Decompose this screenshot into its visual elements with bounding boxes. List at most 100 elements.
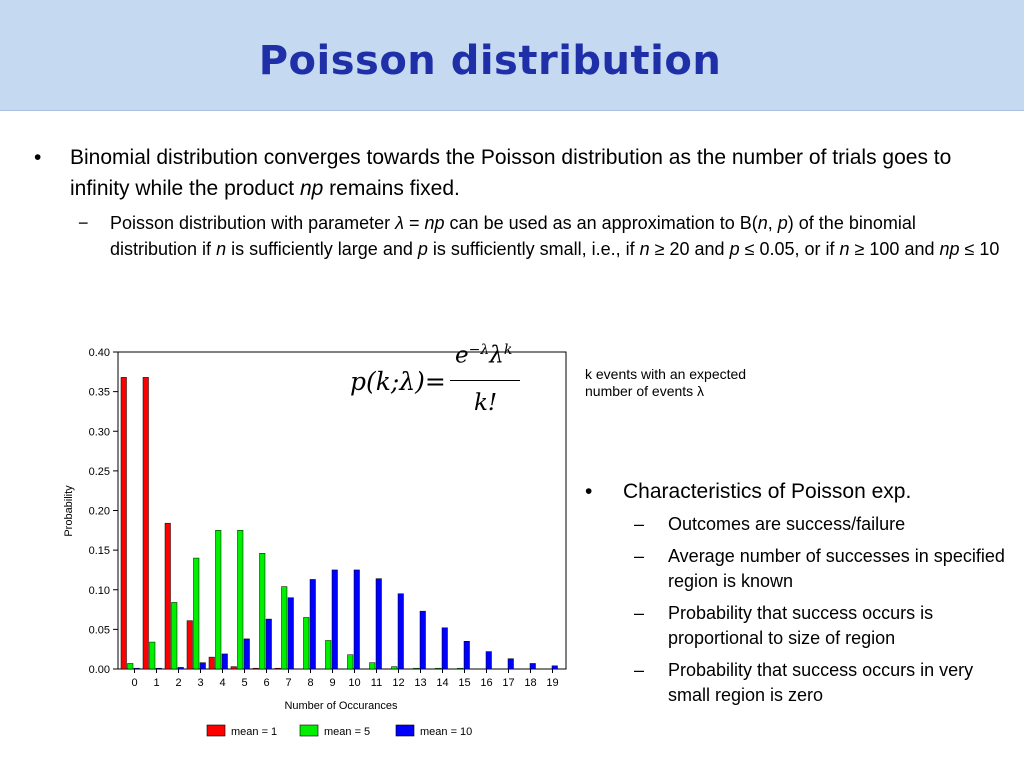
y-axis-label: Probability [63, 485, 75, 537]
legend-label: mean = 10 [420, 726, 472, 738]
characteristic-text: Average number of successes in specified… [668, 546, 1005, 591]
sub-bullet-dash: − [78, 213, 89, 233]
x-tick-label: 0 [131, 677, 137, 689]
sub1-p2: p [417, 239, 428, 259]
bar-2-2 [177, 667, 184, 670]
bullet1-np: np [299, 177, 324, 200]
bar-1-0 [127, 663, 134, 670]
list-item: – Outcomes are success/failure [634, 512, 1019, 537]
sub1-t3: can be used as an approximation to B( [444, 213, 758, 233]
bar-1-7 [281, 586, 288, 670]
list-dash: – [634, 546, 645, 566]
sub1-p3: p [729, 239, 740, 259]
list-item: – Probability that success occurs is prop… [634, 601, 1019, 651]
chart-tick-labels: 0.000.050.100.150.200.250.300.350.400 1 2 3… [89, 347, 559, 689]
sub1-lambda: λ [395, 213, 404, 233]
sub-bullet-poisson-approximation: − Poisson distribution with parameter λ … [30, 210, 1005, 262]
legend-swatch [395, 724, 415, 737]
legend-label: mean = 1 [231, 726, 277, 738]
sub1-n2: n [216, 239, 227, 259]
formula-fraction-line [450, 380, 520, 381]
formula-num-sup2: k [503, 342, 513, 358]
bar-1-1 [149, 641, 156, 670]
x-tick-label: 15 [458, 677, 470, 689]
chart-legend: mean = 1 mean = 5 mean = 10 [206, 724, 472, 738]
y-tick-label: 0.20 [89, 506, 110, 518]
x-tick-label: 2 [175, 677, 181, 689]
chart-axes [113, 351, 567, 673]
x-axis-label: Number of Occurances [284, 700, 398, 712]
bar-2-16 [485, 651, 492, 670]
formula-denominator: k! [474, 390, 498, 416]
sub1-t6: is sufficiently large and [226, 239, 418, 259]
bar-0-2 [164, 522, 171, 670]
x-tick-label: 4 [219, 677, 225, 689]
characteristic-text: Probability that success occurs is propo… [668, 603, 934, 648]
y-tick-label: 0.05 [89, 624, 110, 636]
x-tick-label: 11 [371, 677, 382, 689]
bar-2-13 [419, 610, 426, 670]
bar-2-0 [133, 667, 140, 670]
sub1-n4: n [839, 239, 850, 259]
bar-2-6 [265, 618, 272, 670]
y-tick-label: 0.10 [89, 585, 110, 597]
bar-1-10 [347, 654, 354, 670]
bar-1-15 [457, 667, 464, 670]
bar-2-4 [221, 653, 228, 670]
bar-0-6 [252, 667, 259, 670]
bar-2-10 [353, 569, 360, 670]
bar-2-3 [199, 662, 206, 670]
bar-1-6 [259, 553, 266, 670]
bar-1-13 [413, 667, 420, 670]
bar-2-8 [309, 579, 316, 670]
x-tick-label: 9 [329, 677, 335, 689]
legend-label: mean = 5 [324, 726, 370, 738]
bar-0-7 [274, 667, 281, 670]
bar-0-1 [142, 377, 149, 670]
sub1-t4: , [767, 213, 778, 233]
bar-2-1 [155, 667, 162, 670]
bar-1-11 [369, 662, 376, 670]
legend-swatch [299, 724, 319, 737]
x-tick-label: 5 [241, 677, 247, 689]
bar-2-19 [551, 665, 558, 670]
y-tick-label: 0.35 [89, 387, 110, 399]
bullet-dot: • [585, 480, 593, 503]
list-item: – Probability that success occurs in very… [634, 658, 1019, 708]
bar-2-7 [287, 597, 294, 670]
y-tick-label: 0.15 [89, 545, 110, 557]
list-dash: – [634, 514, 645, 534]
bar-1-5 [237, 530, 244, 670]
y-tick-label: 0.25 [89, 466, 110, 478]
formula-num-sup1: −λ [468, 342, 490, 358]
x-tick-label: 17 [502, 677, 514, 689]
sub1-t2: = [404, 213, 425, 233]
bullet1-text-a: Binomial distribution converges towards … [70, 146, 952, 200]
poisson-formula: p(k;λ)= e−λλk k! [350, 340, 550, 430]
x-tick-label: 19 [546, 677, 558, 689]
x-tick-label: 16 [480, 677, 492, 689]
sub1-t5: ) of the binomial distribution if [110, 213, 916, 259]
characteristics-list: – Outcomes are success/failure – Average n… [634, 512, 1019, 715]
characteristic-text: Outcomes are success/failure [668, 514, 906, 534]
bar-1-2 [171, 602, 178, 670]
formula-numerator: e−λλk [455, 342, 512, 369]
x-tick-label: 18 [524, 677, 536, 689]
x-tick-label: 7 [285, 677, 291, 689]
sub1-np2: np [939, 239, 960, 259]
main-bullets: • Binomial distribution converges toward… [30, 142, 1005, 262]
bar-0-0 [120, 377, 127, 670]
characteristics-title: Characteristics of Poisson exp. [623, 480, 912, 503]
y-tick-label: 0.40 [89, 347, 110, 359]
bar-2-9 [331, 569, 338, 670]
sub1-t1: Poisson distribution with parameter [110, 213, 396, 233]
bar-1-4 [215, 530, 222, 670]
x-tick-label: 6 [263, 677, 269, 689]
bullet-binomial-convergence: • Binomial distribution converges toward… [30, 142, 1005, 204]
x-tick-label: 8 [307, 677, 313, 689]
y-tick-label: 0.30 [89, 426, 110, 438]
legend-swatch [206, 724, 226, 737]
bar-2-18 [529, 663, 536, 670]
bar-1-8 [303, 617, 310, 670]
poisson-bar-chart: 0.000.050.100.150.200.250.300.350.400 1 2 3… [63, 347, 567, 738]
